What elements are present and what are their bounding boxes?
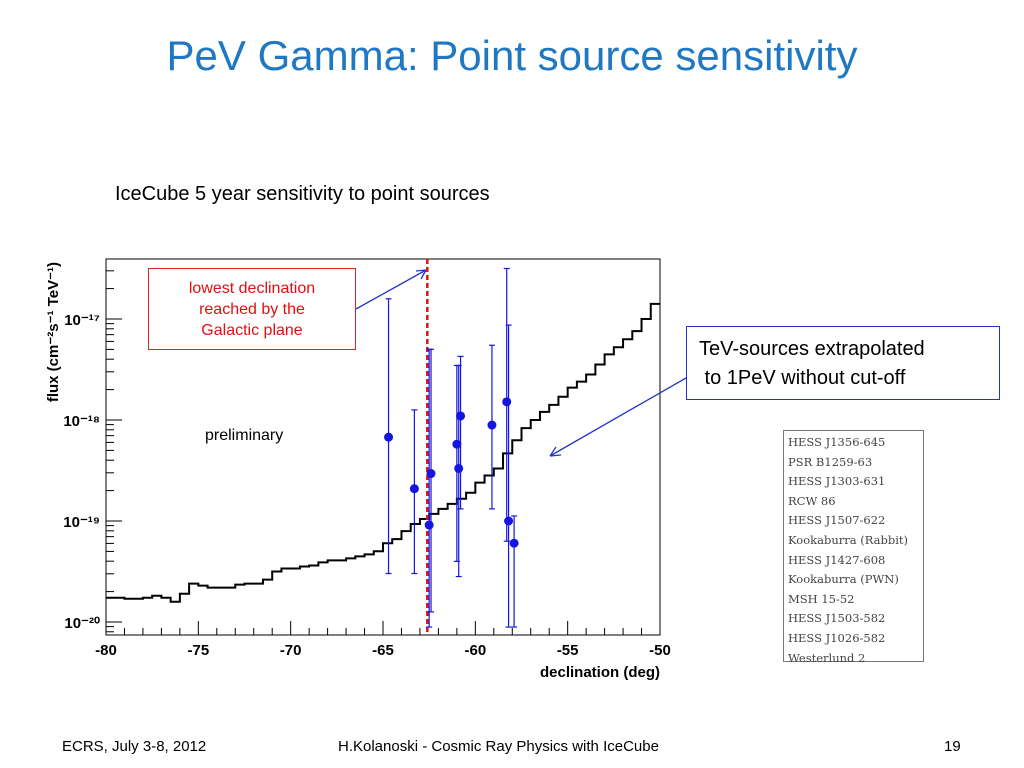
- footer-conference: ECRS, July 3-8, 2012: [62, 738, 207, 755]
- galactic-plane-note-line: Galactic plane: [201, 322, 303, 339]
- slide-number: 19: [944, 738, 961, 755]
- x-tick-label: -65: [372, 642, 394, 659]
- preliminary-label: preliminary: [205, 427, 283, 444]
- galactic-plane-note-line: lowest declination: [188, 280, 316, 297]
- source-point: [509, 538, 519, 548]
- source-point: [456, 411, 466, 421]
- source-point: [454, 463, 464, 473]
- y-tick-label: 10⁻¹⁷: [64, 312, 100, 329]
- y-axis-label: flux (cm⁻²s⁻¹ TeV⁻¹): [45, 262, 62, 402]
- tev-sources-note-line: to 1PeV without cut-off: [699, 367, 906, 389]
- legend-entry: HESS J1507-622: [788, 513, 886, 528]
- source-legend: HESS J1356-645 PSR B1259-63 HESS J1303-6…: [783, 430, 924, 665]
- arrow-head: [415, 269, 427, 280]
- arrow-to-plane-line: [355, 269, 427, 310]
- x-axis-label: declination (deg): [540, 664, 660, 681]
- legend-entry: HESS J1503-582: [788, 611, 886, 626]
- slide-title: PeV Gamma: Point source sensitivity: [166, 32, 858, 79]
- legend-entry: HESS J1026-582: [788, 630, 886, 645]
- source-point: [424, 520, 434, 530]
- y-tick-label: 10⁻¹⁹: [63, 514, 100, 531]
- footer-author: H.Kolanoski - Cosmic Ray Physics with Ic…: [338, 738, 659, 755]
- source-point: [502, 397, 512, 407]
- source-point: [487, 420, 497, 430]
- legend-entry: Westerlund 2: [788, 650, 866, 665]
- x-tick-label: -55: [557, 642, 579, 659]
- tev-sources-note-line: TeV-sources extrapolated: [699, 338, 925, 360]
- chart-subtitle: IceCube 5 year sensitivity to point sour…: [115, 183, 490, 205]
- x-tick-label: -60: [464, 642, 486, 659]
- x-tick-label: -70: [280, 642, 302, 659]
- x-tick-label: -50: [649, 642, 671, 659]
- y-tick-label: 10⁻¹⁸: [63, 413, 100, 430]
- source-point: [426, 469, 436, 479]
- y-tick-label: 10⁻²⁰: [64, 615, 100, 632]
- x-tick-label: -75: [187, 642, 209, 659]
- galactic-plane-note: lowest declination reached by the Galact…: [148, 268, 356, 350]
- legend-entry: HESS J1427-608: [788, 552, 886, 567]
- tev-sources-note: TeV-sources extrapolated to 1PeV without…: [686, 326, 1000, 400]
- legend-entry: HESS J1303-631: [788, 474, 886, 489]
- legend-entry: Kookaburra (PWN): [788, 572, 899, 587]
- legend-entry: Kookaburra (Rabbit): [788, 532, 909, 547]
- arrow-to-curve: [549, 377, 687, 457]
- legend-entry: PSR B1259-63: [788, 454, 873, 469]
- legend-entry: HESS J1356-645: [788, 435, 886, 449]
- source-point: [409, 484, 419, 494]
- sensitivity-curve: [106, 302, 660, 603]
- arrow-head: [549, 446, 562, 457]
- source-point: [504, 516, 514, 526]
- source-point: [384, 432, 394, 442]
- x-tick-label: -80: [95, 642, 117, 659]
- legend-entry: RCW 86: [788, 493, 836, 508]
- legend-entry: MSH 15-52: [788, 591, 855, 606]
- galactic-plane-note-line: reached by the: [199, 301, 305, 318]
